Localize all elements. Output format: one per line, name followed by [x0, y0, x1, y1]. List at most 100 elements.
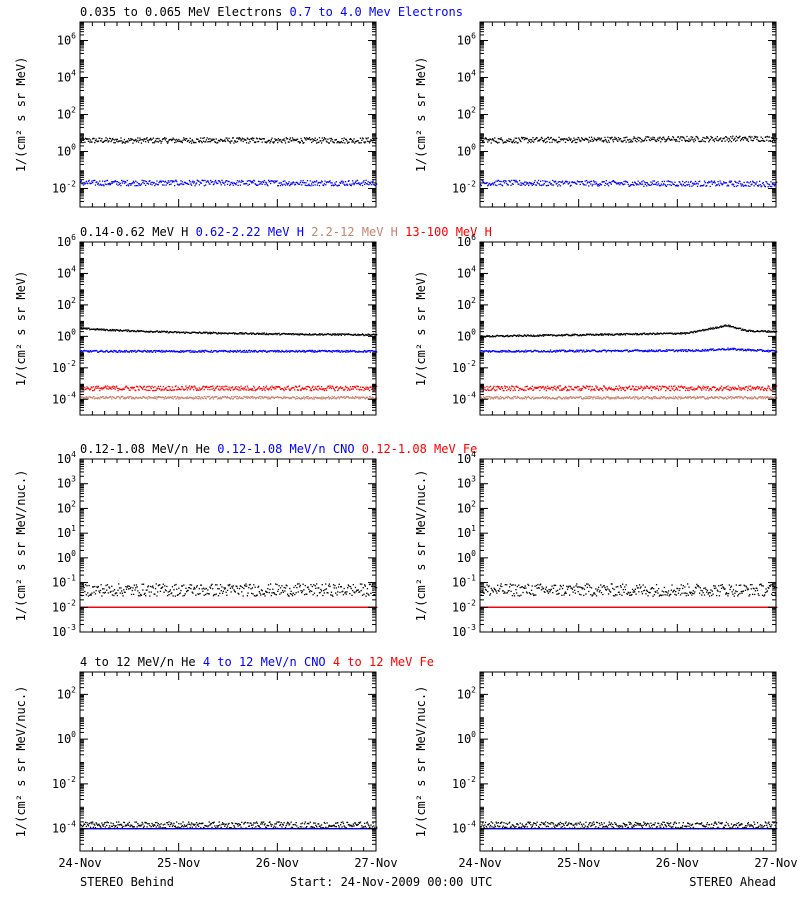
data-point [500, 335, 502, 337]
data-point [491, 397, 493, 399]
data-point [566, 333, 568, 336]
data-point [521, 184, 523, 186]
data-point [133, 386, 135, 389]
data-point [322, 140, 324, 142]
data-point [657, 137, 659, 139]
data-point [590, 180, 593, 182]
data-point [728, 181, 730, 183]
data-point [295, 398, 297, 400]
data-point [153, 350, 155, 352]
data-point [275, 180, 277, 183]
data-point [611, 349, 613, 352]
data-point [742, 184, 744, 186]
data-point [118, 397, 121, 399]
data-point [371, 181, 374, 183]
data-point [555, 349, 557, 351]
data-point [482, 398, 484, 400]
data-point [98, 329, 100, 331]
data-point [682, 183, 684, 185]
data-point [95, 387, 97, 389]
data-point [359, 334, 362, 336]
data-point [242, 332, 244, 334]
data-point [327, 181, 329, 183]
data-point [133, 350, 135, 352]
data-point [504, 141, 506, 143]
data-point [157, 388, 159, 390]
data-point [205, 386, 207, 389]
data-point [708, 348, 711, 351]
data-point [346, 396, 348, 398]
data-point [696, 330, 699, 332]
data-point [342, 387, 344, 389]
data-point [231, 387, 233, 389]
data-point [517, 350, 519, 352]
data-point [536, 397, 538, 399]
data-point [545, 351, 547, 353]
data-point [225, 396, 227, 398]
data-point [116, 396, 118, 398]
data-point [517, 397, 519, 399]
data-point [516, 350, 518, 352]
data-point [331, 385, 333, 387]
data-point [262, 350, 264, 352]
data-point [366, 183, 369, 185]
data-point [740, 348, 742, 350]
data-point [334, 397, 336, 400]
data-point [303, 142, 305, 144]
data-point [176, 183, 179, 185]
data-point [330, 387, 333, 390]
data-point [609, 350, 611, 352]
data-point [337, 334, 340, 336]
data-point [119, 351, 121, 353]
data-point [255, 397, 258, 399]
data-point [165, 387, 167, 389]
data-point [765, 181, 767, 183]
data-point [714, 327, 716, 329]
data-point [719, 180, 721, 182]
data-point [235, 332, 237, 335]
data-point [696, 136, 698, 138]
data-point [496, 396, 498, 399]
data-point [544, 180, 546, 182]
data-point [757, 139, 759, 142]
data-point [227, 351, 229, 353]
data-point [234, 183, 236, 185]
data-point [698, 350, 700, 352]
data-point [510, 184, 512, 186]
data-point [279, 334, 281, 336]
data-point [750, 330, 752, 332]
data-point [740, 140, 742, 142]
data-point [647, 349, 649, 352]
data-point [260, 396, 263, 398]
data-point [138, 183, 140, 185]
data-point [486, 350, 488, 352]
data-point [747, 348, 749, 350]
data-point [267, 334, 270, 336]
data-point [573, 351, 575, 353]
data-point [748, 136, 750, 138]
data-point [170, 396, 172, 398]
data-point [343, 350, 345, 352]
data-point [84, 350, 87, 352]
data-point [625, 332, 627, 335]
data-point [512, 351, 514, 353]
data-point [84, 327, 86, 329]
data-point [274, 138, 276, 140]
data-point [680, 183, 682, 185]
data-point [725, 182, 728, 184]
data-point [173, 389, 175, 391]
data-point [101, 141, 104, 143]
data-point [667, 332, 669, 335]
data-point [252, 182, 254, 184]
data-point [508, 351, 510, 353]
data-point [135, 351, 137, 353]
data-point [300, 180, 302, 182]
data-point [202, 397, 204, 399]
data-point [147, 139, 149, 142]
data-point [102, 329, 104, 331]
data-point [539, 138, 541, 141]
data-point [744, 136, 747, 138]
data-point [221, 179, 223, 181]
data-point [212, 138, 215, 140]
